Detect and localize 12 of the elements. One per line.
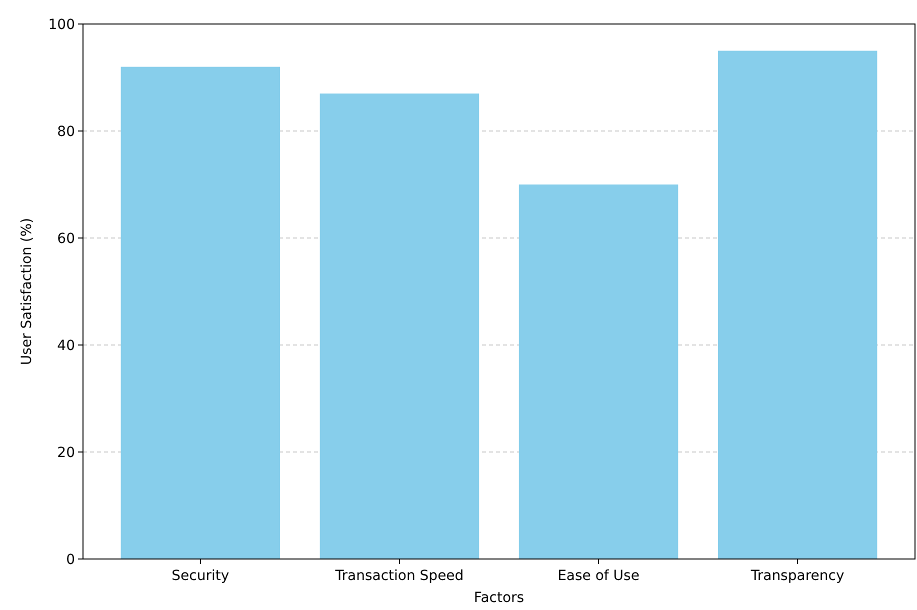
x-tick-label: Transparency — [750, 568, 844, 584]
x-tick-label: Transaction Speed — [334, 568, 464, 584]
x-tick-label: Security — [172, 568, 230, 584]
y-axis-title: User Satisfaction (%) — [19, 218, 35, 366]
y-tick-label: 40 — [57, 338, 75, 354]
y-tick-label: 100 — [48, 16, 75, 33]
x-tick-label: Ease of Use — [558, 568, 640, 584]
y-tick-label: 80 — [57, 124, 75, 140]
x-axis-title: Factors — [474, 590, 524, 606]
y-tick-label: 20 — [57, 444, 75, 461]
y-tick-label: 0 — [66, 552, 75, 568]
y-tick-label: 60 — [57, 230, 75, 247]
